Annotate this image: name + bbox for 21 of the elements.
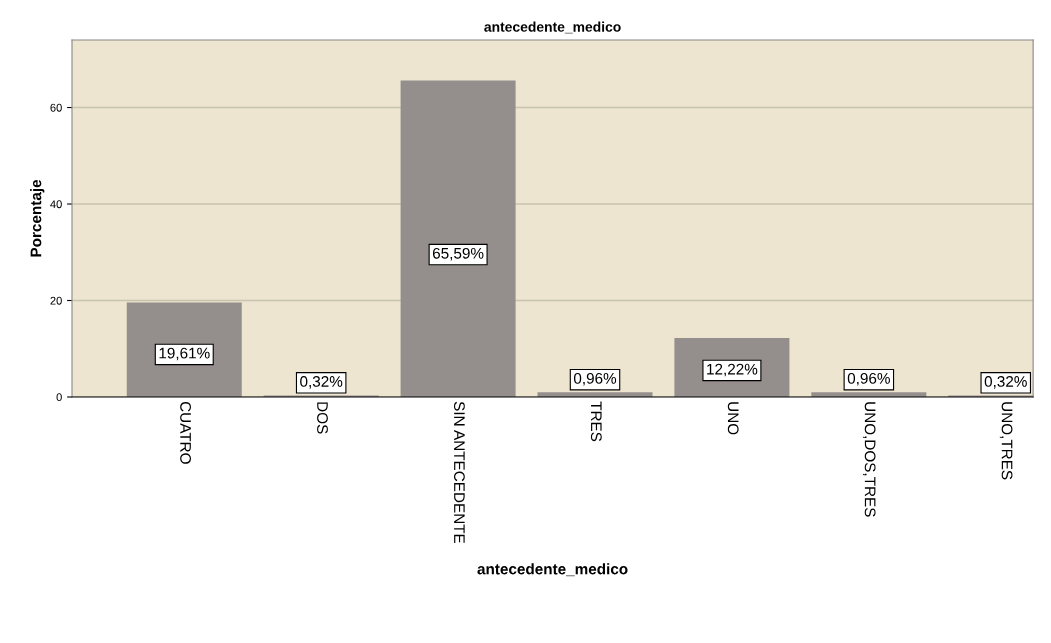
- data-label: 19,61%: [159, 347, 210, 361]
- data-label: 0,32%: [300, 376, 343, 389]
- x-axis-title: antecedente_medico: [477, 563, 628, 577]
- y-tick-label: 60: [50, 103, 62, 112]
- x-tick-label: UNO,DOS,TRES: [862, 402, 876, 517]
- data-label: 65,59%: [432, 247, 484, 261]
- x-tick-label: UNO: [727, 402, 739, 435]
- data-label: 12,22%: [707, 363, 758, 377]
- data-label: 0,32%: [984, 376, 1027, 389]
- chart-title: antecedente_medico: [484, 21, 621, 34]
- x-tick-label: TRES: [590, 401, 602, 442]
- x-tick-label: DOS: [317, 402, 328, 434]
- y-axis-title: Porcentaje: [30, 179, 45, 257]
- y-tick-label: 40: [50, 200, 62, 209]
- data-label: 0,96%: [573, 372, 617, 386]
- data-label: 0,96%: [847, 372, 890, 386]
- x-tick-label: SIN ANTECEDENTE: [453, 401, 465, 544]
- x-tick-label: CUATRO: [180, 401, 191, 464]
- y-tick-label: 0: [56, 393, 62, 402]
- y-tick-label: 20: [50, 296, 62, 305]
- x-tick-label: UNO,TRES: [999, 402, 1013, 480]
